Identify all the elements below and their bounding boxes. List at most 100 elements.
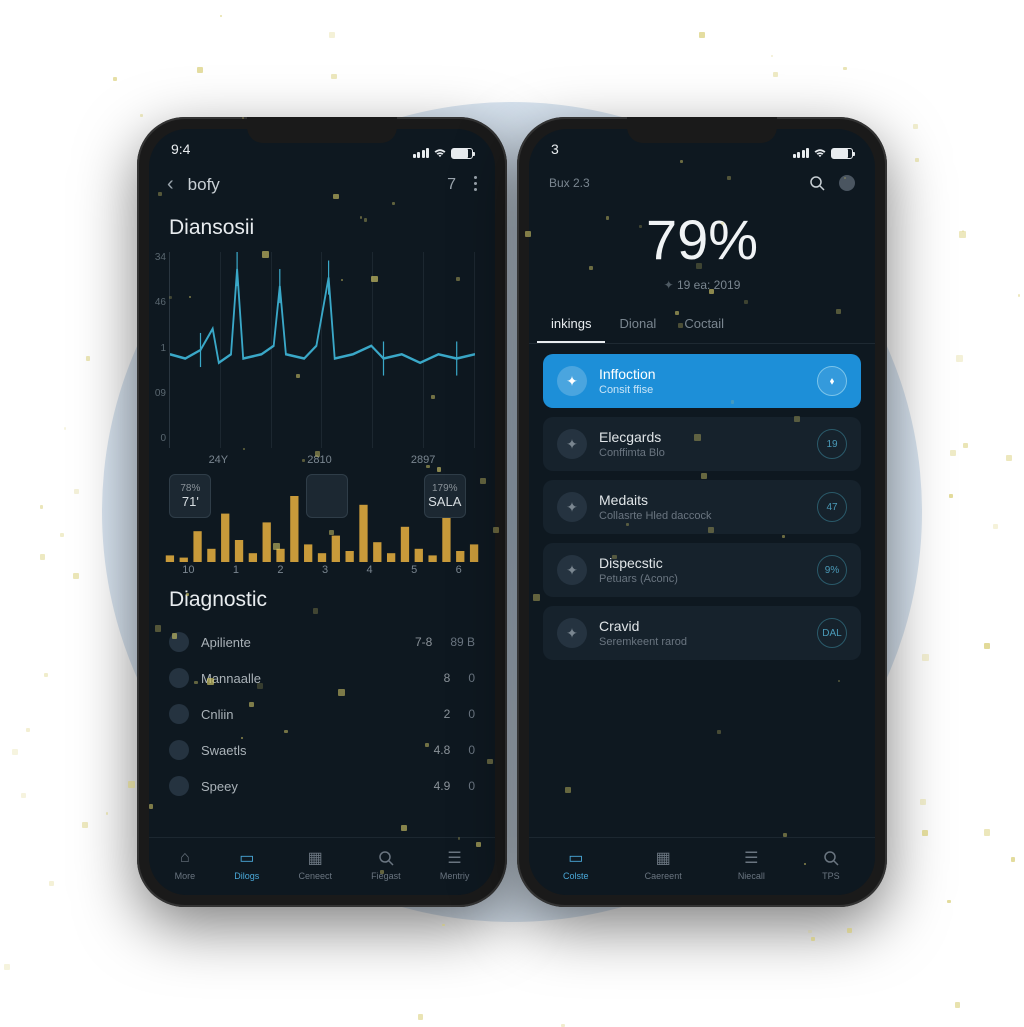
chart2-xlabels: 10123456 <box>149 562 495 576</box>
card-icon: ✦ <box>557 429 587 459</box>
diagnostic-row[interactable]: Cnliin 2 0 <box>169 696 475 732</box>
row-value-1: 4.9 <box>434 779 451 793</box>
row-value-2: 0 <box>468 743 475 757</box>
card-list: ✦InffoctionConsit ffise⬧ ✦ Elecgards Conffi… <box>529 344 875 670</box>
chart2-box: 179%SALA <box>424 474 466 518</box>
header-title: bofy <box>188 175 433 195</box>
phone-left: 9:4 ‹ bofy 7 Diansosii <box>137 117 507 907</box>
card-dispecstic[interactable]: ✦DispecsticPetuars (Aconc)9% <box>543 543 861 597</box>
battery-icon <box>451 148 473 159</box>
nav-item-niecall[interactable]: ☰Niecall <box>738 848 765 881</box>
row-label: Speey <box>201 779 422 794</box>
menu-icon: ☰ <box>445 848 465 868</box>
row-icon <box>169 668 189 688</box>
section-title-2: Diagnostic <box>149 576 495 620</box>
wifi-icon <box>433 148 447 158</box>
battery-icon <box>831 148 853 159</box>
row-label: Apiliente <box>201 635 403 650</box>
nav-item-caereent[interactable]: ▦Caereent <box>645 848 682 881</box>
signal-icon <box>413 148 430 158</box>
diagnostic-row[interactable]: Speey 4.9 0 <box>169 768 475 804</box>
status-time: 9:4 <box>171 141 190 165</box>
bottom-nav: ▭Colste ▦Caereent ☰Niecall TPS <box>529 837 875 895</box>
search-icon <box>821 848 841 868</box>
card-elecgards[interactable]: ✦ElecgardsConffimta Blo19 <box>543 417 861 471</box>
row-value-2: 0 <box>468 707 475 721</box>
card-subtitle: Collasrte Hled daccock <box>599 510 805 522</box>
card-icon: ✦ <box>557 618 587 648</box>
nav-item-more[interactable]: ⌂More <box>175 848 196 881</box>
chart-sparkline: 78%71' 179%SALA <box>163 474 481 562</box>
tab-inkings[interactable]: inkings <box>537 306 605 343</box>
row-value-1: 8 <box>444 671 451 685</box>
chart1-xlabels: 24Y28102897 <box>149 448 495 466</box>
chart-waveform: 34461090 <box>169 252 475 448</box>
chart2-box <box>306 474 348 518</box>
header: Bux 2.3 <box>529 165 875 195</box>
card-title: Inffoction <box>599 366 805 382</box>
nav-item-fiegast[interactable]: Fiegast <box>371 848 401 881</box>
diagnostic-list: Apiliente7-889 BMannaalle80Cnliin20Swaet… <box>149 620 495 804</box>
card-badge: ⬧ <box>817 366 847 396</box>
nav-item-dilogs[interactable]: ▭Dilogs <box>234 848 259 881</box>
card-subtitle: Seremkeent rarod <box>599 636 805 648</box>
hero-subtitle: ✦ 19 ea: 2019 <box>529 278 875 306</box>
screen-left: 9:4 ‹ bofy 7 Diansosii <box>149 129 495 895</box>
doc-icon: ▭ <box>566 848 586 868</box>
row-value-2: 0 <box>468 779 475 793</box>
card-icon: ✦ <box>557 555 587 585</box>
chart1-line <box>170 252 475 448</box>
phones-container: 9:4 ‹ bofy 7 Diansosii <box>137 117 887 907</box>
more-icon[interactable] <box>474 176 477 194</box>
screen-right: 3 Bux 2.3 79% ✦ 1 <box>529 129 875 895</box>
diagnostic-row[interactable]: Apiliente7-889 B <box>169 624 475 660</box>
row-icon <box>169 776 189 796</box>
bottom-nav: ⌂More ▭Dilogs ▦Ceneect Fiegast ☰Mentriy <box>149 837 495 895</box>
back-icon[interactable]: ‹ <box>167 173 174 196</box>
list-icon: ☰ <box>741 848 761 868</box>
status-indicators <box>413 141 474 165</box>
tabs: inkingsDionalCoctail <box>529 306 875 344</box>
row-label: Mannaalle <box>201 671 432 686</box>
row-value-1: 4.8 <box>434 743 451 757</box>
notch <box>247 117 397 143</box>
search-icon[interactable] <box>809 175 825 191</box>
card-subtitle: Conffimta Blo <box>599 447 805 459</box>
percentage-value: 79% <box>646 208 758 271</box>
card-inffoction[interactable]: ✦InffoctionConsit ffise⬧ <box>543 354 861 408</box>
row-icon <box>169 704 189 724</box>
chart2-box: 78%71' <box>169 474 211 518</box>
status-time: 3 <box>551 141 559 165</box>
row-label: Swaetls <box>201 743 422 758</box>
nav-item-tps[interactable]: TPS <box>821 848 841 881</box>
nav-item-colste[interactable]: ▭Colste <box>563 848 589 881</box>
nav-item-mentriy[interactable]: ☰Mentriy <box>440 848 470 881</box>
card-cravid[interactable]: ✦ Cravid Seremkeent rarod DAL <box>543 606 861 660</box>
row-value-1: 7-8 <box>415 635 432 649</box>
nav-item-ceneect[interactable]: ▦Ceneect <box>298 848 332 881</box>
card-title: Cravid <box>599 618 805 634</box>
section-title-1: Diansosii <box>149 204 495 248</box>
diagnostic-row[interactable]: Mannaalle80 <box>169 660 475 696</box>
search-icon <box>376 848 396 868</box>
card-badge: DAL <box>817 618 847 648</box>
card-badge: 47 <box>817 492 847 522</box>
chart1-ylabels: 34461090 <box>149 252 166 448</box>
notch <box>627 117 777 143</box>
card-title: Dispecstic <box>599 555 805 571</box>
signal-icon <box>793 148 810 158</box>
header-action-1[interactable]: 7 <box>447 176 456 194</box>
card-title: Elecgards <box>599 429 805 445</box>
tab-dional[interactable]: Dional <box>605 306 670 343</box>
row-label: Cnliin <box>201 707 432 722</box>
home-icon: ⌂ <box>175 848 195 868</box>
wifi-icon <box>813 148 827 158</box>
card-badge: 9% <box>817 555 847 585</box>
card-title: Medaits <box>599 492 805 508</box>
diagnostic-row[interactable]: Swaetls 4.8 0 <box>169 732 475 768</box>
card-medaits[interactable]: ✦MedaitsCollasrte Hled daccock47 <box>543 480 861 534</box>
header-subtitle: Bux 2.3 <box>549 176 590 190</box>
info-icon[interactable] <box>839 175 855 191</box>
row-value-1: 2 <box>444 707 451 721</box>
grid-icon: ▦ <box>305 848 325 868</box>
